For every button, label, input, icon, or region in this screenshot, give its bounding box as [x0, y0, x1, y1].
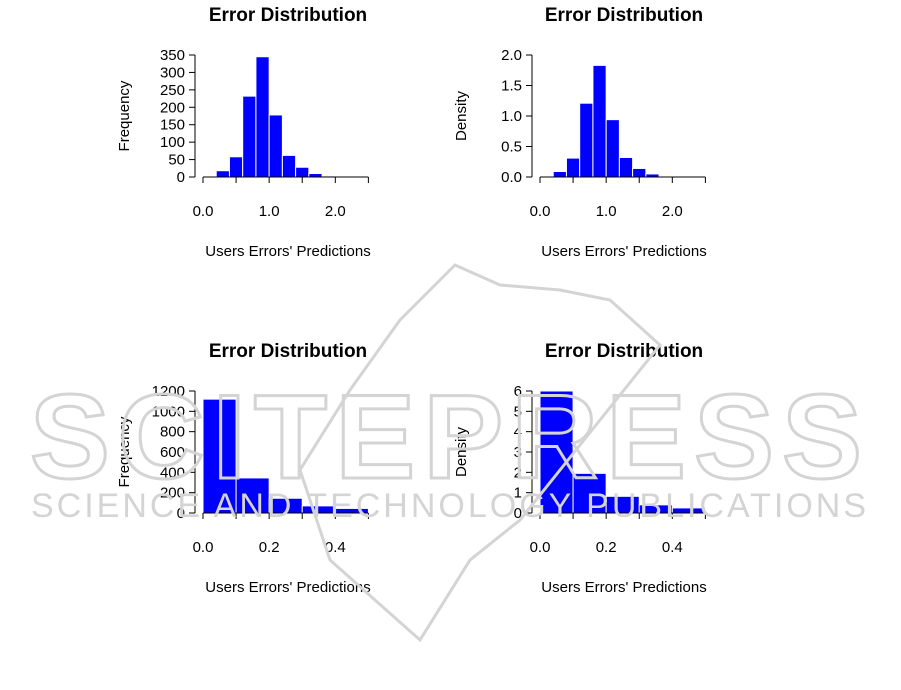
histogram-bar [592, 64, 607, 178]
y-tick-label: 350 [160, 47, 185, 64]
y-tick-label: 800 [160, 424, 185, 441]
y-tick-label: 0 [177, 169, 185, 186]
y-tick-label: 1000 [152, 403, 185, 420]
histogram-bar [202, 398, 237, 514]
x-tick-label: 2.0 [325, 203, 346, 220]
histogram-panel-3: 0 200 400 600 800 1000 1200 0.0 0.2 0.4 Error Dist… [116, 341, 371, 596]
histogram-bar [618, 156, 634, 178]
y-axis: 0.0 0.5 1.0 1.5 2.0 [501, 47, 533, 186]
x-tick-label: 2.0 [662, 203, 683, 220]
histogram-bar [572, 472, 607, 514]
y-tick-label: 4 [514, 424, 522, 441]
histogram-bar [255, 56, 270, 178]
histogram-bar [334, 507, 369, 514]
x-axis: 0.0 1.0 2.0 [193, 176, 369, 220]
x-axis: 0.0 0.2 0.4 [530, 512, 706, 556]
x-tick-label: 0.2 [596, 539, 617, 556]
histogram-panel-4: 0 1 2 3 4 5 6 0.0 0.2 0.4 Error Distribution Users … [453, 341, 707, 596]
histogram-bar [552, 171, 567, 178]
chart-title: Error Distribution [209, 5, 367, 26]
x-axis-label: Users Errors' Predictions [205, 579, 370, 596]
y-tick-label: 1 [514, 485, 522, 502]
y-tick-label: 600 [160, 444, 185, 461]
histogram-bar [638, 504, 673, 514]
histogram-bar [235, 477, 270, 514]
y-tick-label: 200 [160, 485, 185, 502]
y-tick-label: 150 [160, 117, 185, 134]
histogram-bar [301, 505, 336, 514]
histogram-bar [268, 114, 283, 178]
y-tick-label: 3 [514, 444, 522, 461]
histogram-panel-2: 0.0 0.5 1.0 1.5 2.0 0.0 1.0 2.0 Error Distributi… [453, 5, 707, 260]
x-tick-label: 1.0 [259, 203, 280, 220]
x-axis-label: Users Errors' Predictions [541, 579, 706, 596]
histogram-bar [579, 102, 594, 178]
histogram-bar [605, 495, 640, 514]
x-tick-label: 0.4 [325, 539, 346, 556]
histogram-bar [632, 167, 647, 178]
y-tick-label: 5 [514, 403, 522, 420]
x-tick-label: 0.2 [259, 539, 280, 556]
x-tick-label: 1.0 [596, 203, 617, 220]
x-tick-label: 0.4 [662, 539, 683, 556]
y-tick-label: 2 [514, 464, 522, 481]
y-axis: 0 200 400 600 800 1000 1200 [152, 383, 196, 522]
chart-title: Error Distribution [545, 5, 703, 26]
x-tick-label: 0.0 [193, 539, 214, 556]
y-tick-label: 100 [160, 134, 185, 151]
y-tick-label: 200 [160, 99, 185, 116]
y-tick-label: 50 [168, 152, 185, 169]
chart-title: Error Distribution [209, 341, 367, 362]
chart-title: Error Distribution [545, 341, 703, 362]
x-axis: 0.0 1.0 2.0 [530, 176, 706, 220]
y-axis-label: Frequency [116, 80, 133, 151]
histogram-bar [242, 95, 257, 178]
histogram-bar [228, 156, 244, 178]
y-tick-label: 0.5 [501, 139, 522, 156]
histogram-bar [671, 507, 706, 514]
x-axis: 0.0 0.2 0.4 [193, 512, 369, 556]
y-tick-label: 1200 [152, 383, 185, 400]
y-axis-label: Density [453, 426, 470, 477]
y-axis-label: Frequency [116, 416, 133, 487]
y-tick-label: 2.0 [501, 47, 522, 64]
y-tick-label: 400 [160, 464, 185, 481]
y-tick-label: 1.0 [501, 108, 522, 125]
x-tick-label: 0.0 [530, 539, 551, 556]
histogram-bar [268, 497, 303, 514]
y-tick-label: 0 [177, 505, 185, 522]
x-tick-label: 0.0 [530, 203, 551, 220]
y-axis: 0 1 2 3 4 5 6 [514, 383, 533, 522]
x-axis-label: Users Errors' Predictions [541, 243, 706, 260]
histogram-bar [605, 119, 620, 178]
y-tick-label: 1.5 [501, 78, 522, 95]
histogram-bar [565, 157, 581, 178]
y-tick-label: 0.0 [501, 169, 522, 186]
histogram-bar [308, 173, 323, 178]
histogram-bar [295, 166, 310, 178]
histogram-bar [539, 390, 574, 514]
y-tick-label: 6 [514, 383, 522, 400]
y-tick-label: 0 [514, 505, 522, 522]
x-tick-label: 0.0 [193, 203, 214, 220]
histogram-bar [215, 170, 230, 178]
y-axis-label: Density [453, 90, 470, 141]
y-tick-label: 250 [160, 82, 185, 99]
x-axis-label: Users Errors' Predictions [205, 243, 370, 260]
histogram-bar [281, 154, 297, 178]
y-tick-label: 300 [160, 64, 185, 81]
